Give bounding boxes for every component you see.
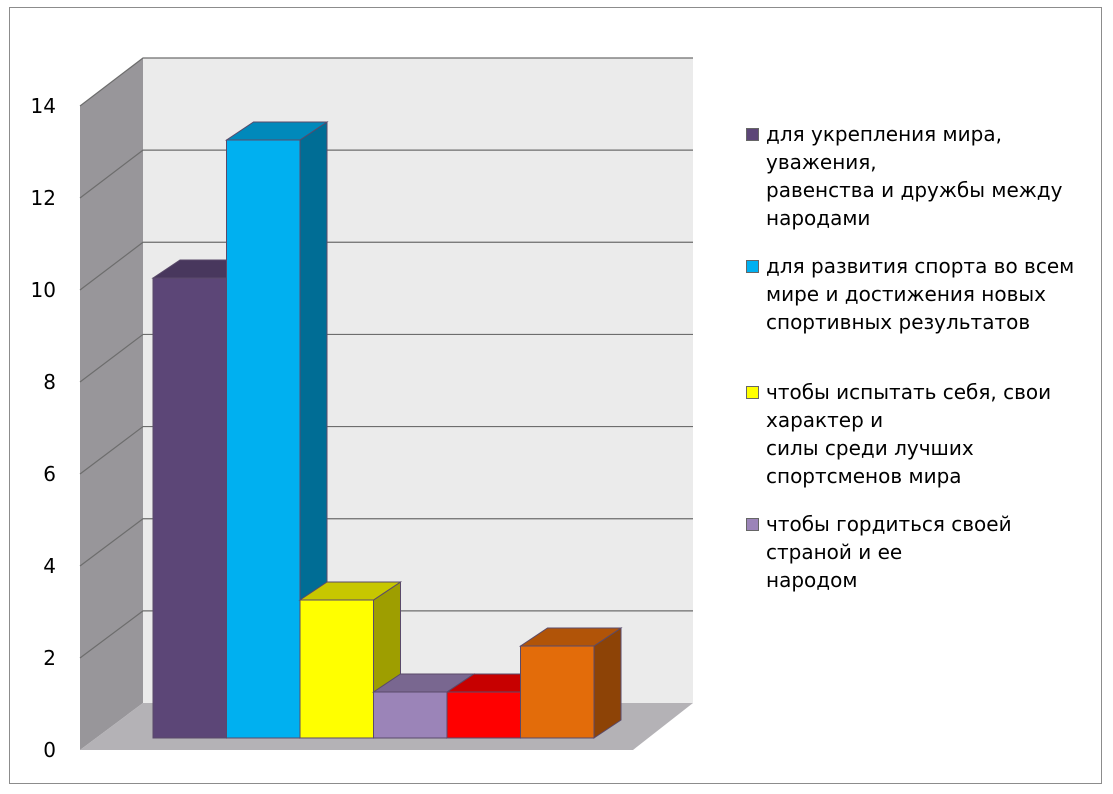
y-tick-label: 2 xyxy=(43,646,56,670)
legend: для укрепления мира, уважения, равенства… xyxy=(746,120,1096,614)
y-tick-label: 8 xyxy=(43,370,56,394)
legend-swatch xyxy=(746,386,759,399)
legend-label: для развития спорта во всем мире и дости… xyxy=(766,254,1075,334)
bars xyxy=(151,121,623,739)
gridline xyxy=(79,518,693,567)
gridline xyxy=(79,241,693,291)
gridline xyxy=(79,149,693,199)
bar-front xyxy=(152,277,227,739)
bar-side xyxy=(593,627,622,739)
side-wall xyxy=(80,58,143,750)
bar-front xyxy=(299,599,374,739)
legend-label: чтобы гордиться своей страной и ее народ… xyxy=(766,512,1012,592)
legend-swatch xyxy=(746,260,759,273)
y-tick-label: 14 xyxy=(31,94,56,118)
gridline xyxy=(79,610,693,659)
legend-label: чтобы испытать себя, свои характер и сил… xyxy=(766,380,1052,488)
y-tick-label: 0 xyxy=(43,738,56,762)
legend-item: для развития спорта во всем мире и дости… xyxy=(746,252,1096,336)
legend-item: чтобы гордиться своей страной и ее народ… xyxy=(746,510,1096,594)
bar-front xyxy=(373,691,448,739)
bar xyxy=(518,627,623,739)
legend-swatch xyxy=(746,128,759,141)
gridlines xyxy=(79,57,693,659)
legend-item: для укрепления мира, уважения, равенства… xyxy=(746,120,1096,232)
y-tick-label: 4 xyxy=(43,554,56,578)
bar xyxy=(224,121,329,739)
bar-front xyxy=(446,691,521,739)
bar xyxy=(298,581,403,739)
gridline xyxy=(79,425,693,475)
y-axis-ticks: 0 2 4 6 8 10 12 14 xyxy=(31,94,56,762)
y-tick-label: 6 xyxy=(43,462,56,486)
gridline xyxy=(79,57,693,107)
legend-label: для укрепления мира, уважения, равенства… xyxy=(766,122,1063,230)
gridline xyxy=(79,333,693,383)
y-tick-label: 10 xyxy=(31,278,56,302)
legend-item: чтобы испытать себя, свои характер и сил… xyxy=(746,378,1096,490)
bar-front xyxy=(520,645,595,739)
legend-swatch xyxy=(746,518,759,531)
y-tick-label: 12 xyxy=(31,186,56,210)
bar-front xyxy=(226,139,301,739)
